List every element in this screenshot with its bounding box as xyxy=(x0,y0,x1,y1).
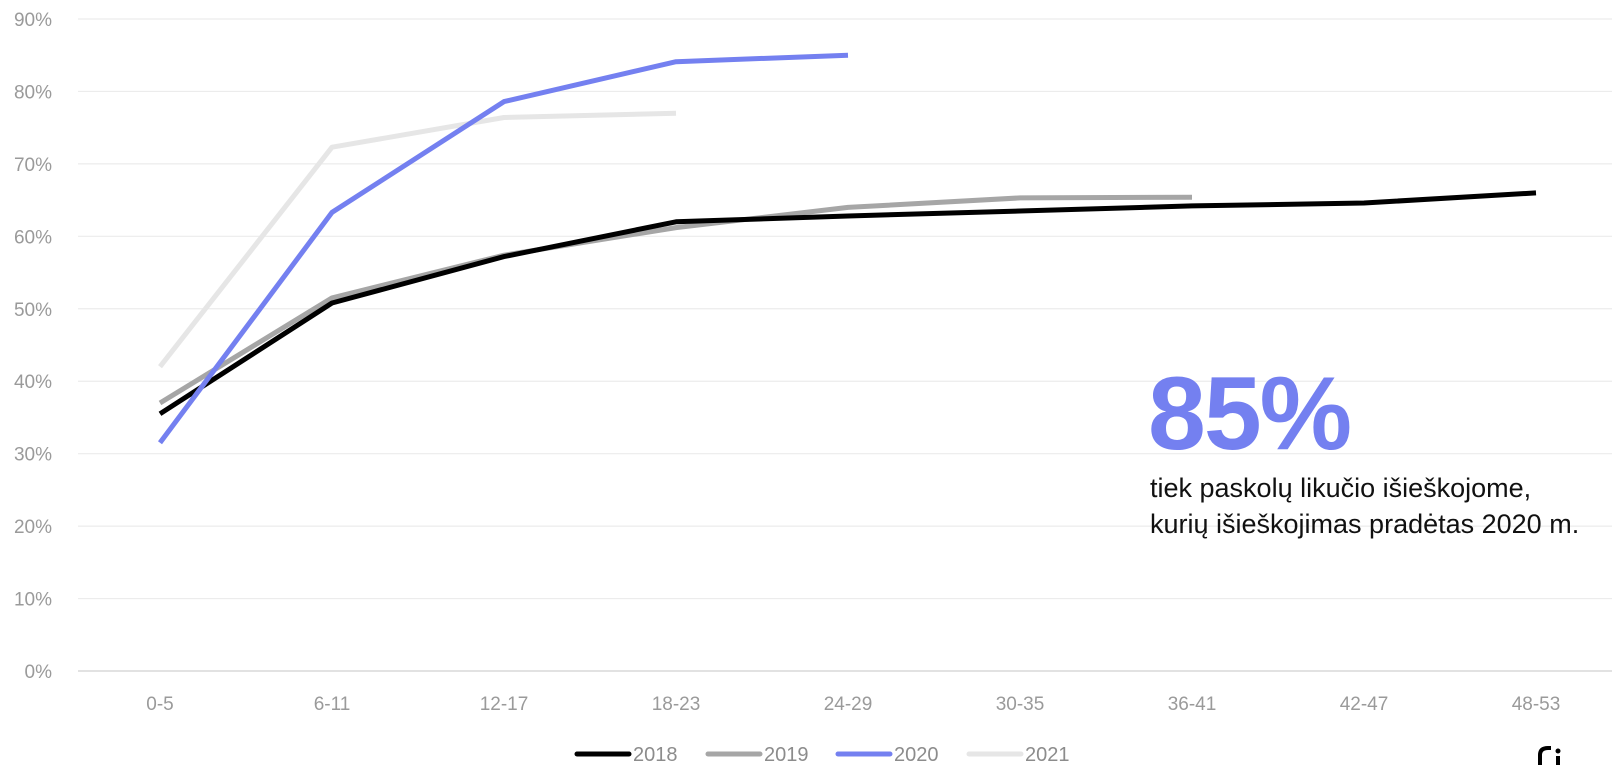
y-tick-label: 10% xyxy=(14,590,52,611)
series-line-2019 xyxy=(158,194,1193,406)
legend-item-2018: 2018 xyxy=(574,744,678,765)
legend-label: 2018 xyxy=(633,744,678,765)
legend-item-2020: 2020 xyxy=(835,744,939,765)
series-line-2018 xyxy=(158,190,1537,416)
gridlines xyxy=(78,18,1612,600)
x-tick-label: 18-23 xyxy=(652,694,701,715)
y-tick-label: 0% xyxy=(25,662,53,683)
legend-item-2021: 2021 xyxy=(966,744,1070,765)
series-line-2021 xyxy=(158,110,677,369)
y-tick-label: 90% xyxy=(14,10,52,31)
x-tick-label: 6-11 xyxy=(314,694,351,715)
series-lines xyxy=(157,52,1537,445)
logo-icon xyxy=(1538,746,1561,765)
x-tick-label: 30-35 xyxy=(996,694,1045,715)
callout-text: tiek paskolų likučio išieškojome, kurių … xyxy=(1150,470,1579,542)
series-line-2020 xyxy=(157,52,849,445)
y-axis-tick-labels: 0% 10% 20% 30% 40% 50% 60% 70% 80% 90% xyxy=(14,10,52,683)
x-tick-label: 12-17 xyxy=(480,694,529,715)
legend-item-2019: 2019 xyxy=(705,744,809,765)
legend-label: 2021 xyxy=(1025,744,1070,765)
y-tick-label: 70% xyxy=(14,155,52,176)
x-tick-label: 24-29 xyxy=(824,694,873,715)
x-tick-label: 48-53 xyxy=(1512,694,1561,715)
y-tick-label: 30% xyxy=(14,445,52,466)
y-tick-label: 20% xyxy=(14,517,52,538)
y-tick-label: 50% xyxy=(14,300,52,321)
x-axis-tick-labels: 0-5 6-11 12-17 18-23 24-29 30-35 36-41 42-47 48-… xyxy=(146,694,1560,715)
legend: 2018 2019 2020 2021 xyxy=(574,744,1070,765)
legend-label: 2019 xyxy=(764,744,809,765)
callout-value: 85% xyxy=(1148,356,1352,472)
legend-label: 2020 xyxy=(894,744,939,765)
x-tick-label: 0-5 xyxy=(146,694,173,715)
x-tick-label: 36-41 xyxy=(1168,694,1217,715)
y-tick-label: 80% xyxy=(14,82,52,103)
y-tick-label: 60% xyxy=(14,227,52,248)
x-tick-label: 42-47 xyxy=(1340,694,1389,715)
callout-line-2: kurių išieškojimas pradėtas 2020 m. xyxy=(1150,509,1580,539)
y-tick-label: 40% xyxy=(14,372,52,393)
callout-line-1: tiek paskolų likučio išieškojome, xyxy=(1150,473,1532,503)
